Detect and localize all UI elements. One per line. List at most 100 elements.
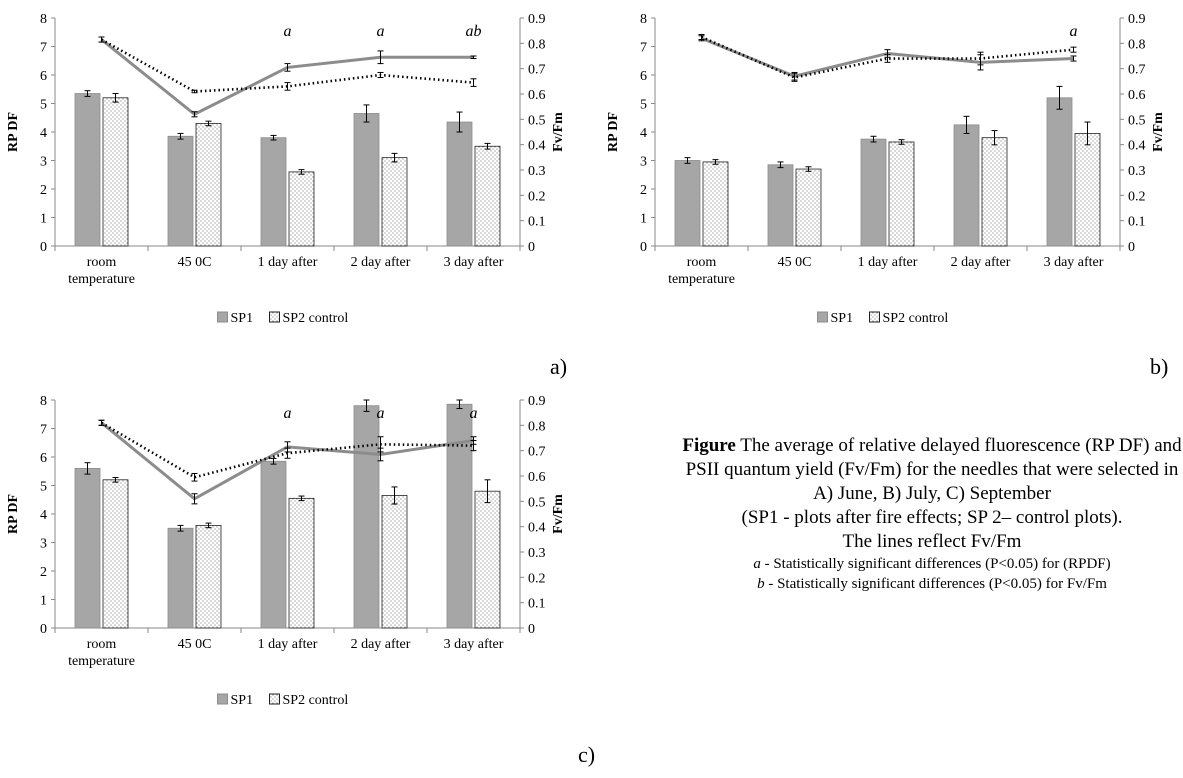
caption-note-a: a - Statistically significant difference… [682, 554, 1182, 574]
legend-swatch-sp1 [217, 311, 228, 323]
chart-panel-c: 0 1 2 3 4 5 6 7 8 0 0.1 0.2 0.3 0.4 0.5 0.6 0.7 0.8 0.9 RP … [0, 382, 580, 722]
chart-svg: 0 1 2 3 4 5 6 7 8 0 0.1 0.2 0.3 0.4 0.5 0.6 0.7 0.8 0.9 RP … [6, 12, 566, 326]
y2-tick-label: 0.1 [1128, 215, 1146, 230]
bar-sp1 [767, 164, 794, 247]
bar-sp1 [74, 468, 101, 629]
y2-tick-label: 0.3 [528, 546, 546, 561]
y2-tick-label: 0.8 [528, 37, 546, 52]
caption-paren: (SP1 - plots after fire effects; SP 2– c… [741, 507, 1123, 528]
bar-sp2 [1074, 133, 1101, 247]
y-tick-label: 8 [640, 12, 647, 27]
y2-tick-label: 0.8 [528, 419, 546, 434]
y-axis-label: RP DF [6, 112, 21, 152]
y2-tick-label: 0.4 [528, 139, 546, 154]
legend-swatch-sp2 [869, 311, 880, 323]
y-tick-label: 8 [40, 394, 47, 409]
y-tick-label: 4 [40, 126, 47, 141]
y2-tick-label: 0.4 [1128, 139, 1146, 154]
y2-axis-label: Fv/Fm [551, 112, 566, 152]
y-tick-label: 5 [40, 98, 47, 113]
bar-sp2 [288, 497, 315, 629]
y2-tick-label: 0.9 [1128, 12, 1146, 27]
y-tick-label: 6 [40, 69, 47, 84]
y2-tick-label: 0.9 [528, 12, 546, 27]
y2-tick-label: 0.2 [528, 571, 546, 586]
bar-sp1 [446, 403, 473, 629]
y-tick-label: 5 [40, 480, 47, 495]
x-tick-label: 45 0C [178, 637, 212, 652]
chart-panel-b: 0 1 2 3 4 5 6 7 8 0 0.1 0.2 0.3 0.4 0.5 0.6 0.7 0.8 0.9 RP … [600, 0, 1180, 340]
fvfm-line-sp2 [100, 38, 474, 93]
y-tick-label: 1 [40, 594, 47, 609]
y-tick-label: 4 [640, 126, 647, 141]
x-tick-label: 3 day after [444, 637, 504, 652]
y-tick-label: 3 [640, 155, 647, 170]
chart-panel-a: 0 1 2 3 4 5 6 7 8 0 0.1 0.2 0.3 0.4 0.5 0.6 0.7 0.8 0.9 RP … [0, 0, 580, 340]
x-tick-label: 45 0C [778, 255, 812, 270]
y2-tick-label: 0.2 [1128, 189, 1146, 204]
bar-sp2 [795, 168, 822, 247]
legend-label-sp2: SP2 control [883, 311, 949, 326]
significance-annotation: a [470, 405, 478, 422]
y-tick-label: 6 [40, 451, 47, 466]
bar-sp1 [953, 124, 980, 247]
bar-sp1 [260, 137, 287, 247]
x-tick-label: room [687, 255, 717, 270]
significance-annotation: a [1070, 23, 1078, 40]
bar-sp2 [702, 161, 729, 247]
legend-label-sp1: SP1 [831, 311, 854, 326]
legend-label-sp1: SP1 [231, 693, 254, 708]
legend-swatch-sp2 [269, 693, 280, 705]
bar-sp2 [888, 141, 915, 247]
caption-bold: Figure [682, 435, 736, 456]
bar-sp2 [381, 157, 408, 247]
x-tick-label: 2 day after [951, 255, 1011, 270]
y-tick-label: 8 [40, 12, 47, 27]
y-tick-label: 7 [640, 41, 647, 56]
bar-sp2 [195, 123, 222, 247]
bar-sp1 [167, 135, 194, 247]
fvfm-line-sp1 [100, 421, 474, 501]
note-a-text: - Statistically significant differences … [760, 556, 1111, 572]
y-tick-label: 2 [40, 183, 47, 198]
note-a-mark: a [753, 556, 761, 572]
y-tick-label: 0 [40, 240, 47, 255]
legend-label-sp2: SP2 control [283, 311, 349, 326]
x-tick-label: temperature [668, 272, 735, 287]
y2-tick-label: 0.6 [528, 470, 546, 485]
bar-sp2 [102, 479, 129, 629]
x-tick-label: 1 day after [258, 255, 318, 270]
x-tick-label: temperature [68, 272, 135, 287]
x-tick-label: 3 day after [1044, 255, 1104, 270]
bar-sp1 [167, 527, 194, 629]
y-axis-label: RP DF [6, 494, 21, 534]
y2-tick-label: 0.3 [1128, 164, 1146, 179]
legend-label-sp2: SP2 control [283, 693, 349, 708]
y-axis-label: RP DF [606, 112, 621, 152]
bar-sp1 [353, 113, 380, 247]
y-tick-label: 7 [40, 423, 47, 438]
chart-svg: 0 1 2 3 4 5 6 7 8 0 0.1 0.2 0.3 0.4 0.5 0.6 0.7 0.8 0.9 RP … [6, 394, 566, 708]
caption-text: The average of relative delayed fluoresc… [685, 435, 1182, 504]
note-b-text: - Statistically significant differences … [764, 576, 1107, 592]
y-tick-label: 7 [40, 41, 47, 56]
bar-sp2 [381, 495, 408, 629]
bar-sp2 [981, 137, 1008, 247]
x-tick-label: 2 day after [351, 255, 411, 270]
y2-tick-label: 0.5 [1128, 113, 1146, 128]
figure-caption: Figure The average of relative delayed f… [682, 434, 1182, 594]
y-tick-label: 3 [40, 537, 47, 552]
legend-label-sp1: SP1 [231, 311, 254, 326]
y2-axis-label: Fv/Fm [1151, 112, 1166, 152]
chart-svg: 0 1 2 3 4 5 6 7 8 0 0.1 0.2 0.3 0.4 0.5 0.6 0.7 0.8 0.9 RP … [606, 12, 1166, 326]
y-tick-label: 2 [640, 183, 647, 198]
y2-tick-label: 0.6 [528, 88, 546, 103]
y2-tick-label: 0.7 [528, 445, 546, 460]
y2-tick-label: 0.5 [528, 113, 546, 128]
bar-sp2 [474, 490, 501, 629]
bar-sp1 [353, 405, 380, 629]
panel-letter-a: a) [550, 354, 568, 379]
bar-sp2 [288, 171, 315, 247]
y2-tick-label: 0.2 [528, 189, 546, 204]
y2-tick-label: 0.3 [528, 164, 546, 179]
